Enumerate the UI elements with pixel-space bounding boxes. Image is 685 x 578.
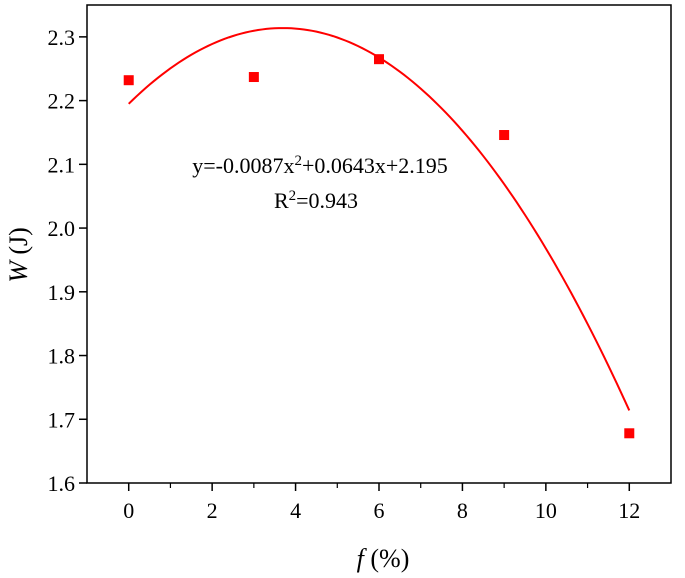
points-layer bbox=[123, 54, 635, 439]
fit-layer bbox=[128, 27, 631, 411]
data-point bbox=[374, 54, 384, 65]
x-axis-title: f (%) bbox=[357, 544, 410, 573]
equation-superscript: 2 bbox=[294, 153, 302, 169]
x-tick-label: 8 bbox=[457, 498, 468, 523]
y-tick-label: 2.3 bbox=[48, 25, 76, 50]
x-tick-label: 6 bbox=[374, 498, 385, 523]
plot-frame bbox=[86, 4, 672, 484]
data-point bbox=[499, 130, 510, 141]
fit-curve bbox=[128, 27, 631, 411]
x-tick-label: 4 bbox=[290, 498, 301, 523]
x-tick-label: 2 bbox=[207, 498, 218, 523]
r-squared-superscript: 2 bbox=[289, 188, 297, 204]
y-tick-label: 2.2 bbox=[48, 89, 76, 114]
r-squared-annotation: R2=0.943 bbox=[274, 188, 358, 213]
data-point bbox=[248, 72, 259, 83]
y-tick-label: 1.7 bbox=[48, 407, 76, 432]
y-tick-label: 1.8 bbox=[48, 344, 76, 369]
x-tick-label: 10 bbox=[535, 498, 557, 523]
y-tick-label: 1.9 bbox=[48, 280, 76, 305]
data-point bbox=[624, 428, 635, 439]
x-tick-label: 0 bbox=[123, 498, 134, 523]
data-point bbox=[123, 75, 134, 86]
y-tick-label: 2.0 bbox=[48, 216, 76, 241]
equation-annotation: y=-0.0087x2+0.0643x+2.195 bbox=[192, 153, 448, 178]
x-tick-label: 12 bbox=[618, 498, 640, 523]
y-tick-label: 2.1 bbox=[48, 152, 76, 177]
ticks-layer: 0 2 4 6 8 10 12 1.6 1.7 1.8 1.9 2.0 2.1 2.2 2.3 bbox=[48, 25, 641, 523]
y-axis-title: W (J) bbox=[4, 227, 33, 283]
y-tick-label: 1.6 bbox=[48, 471, 76, 496]
